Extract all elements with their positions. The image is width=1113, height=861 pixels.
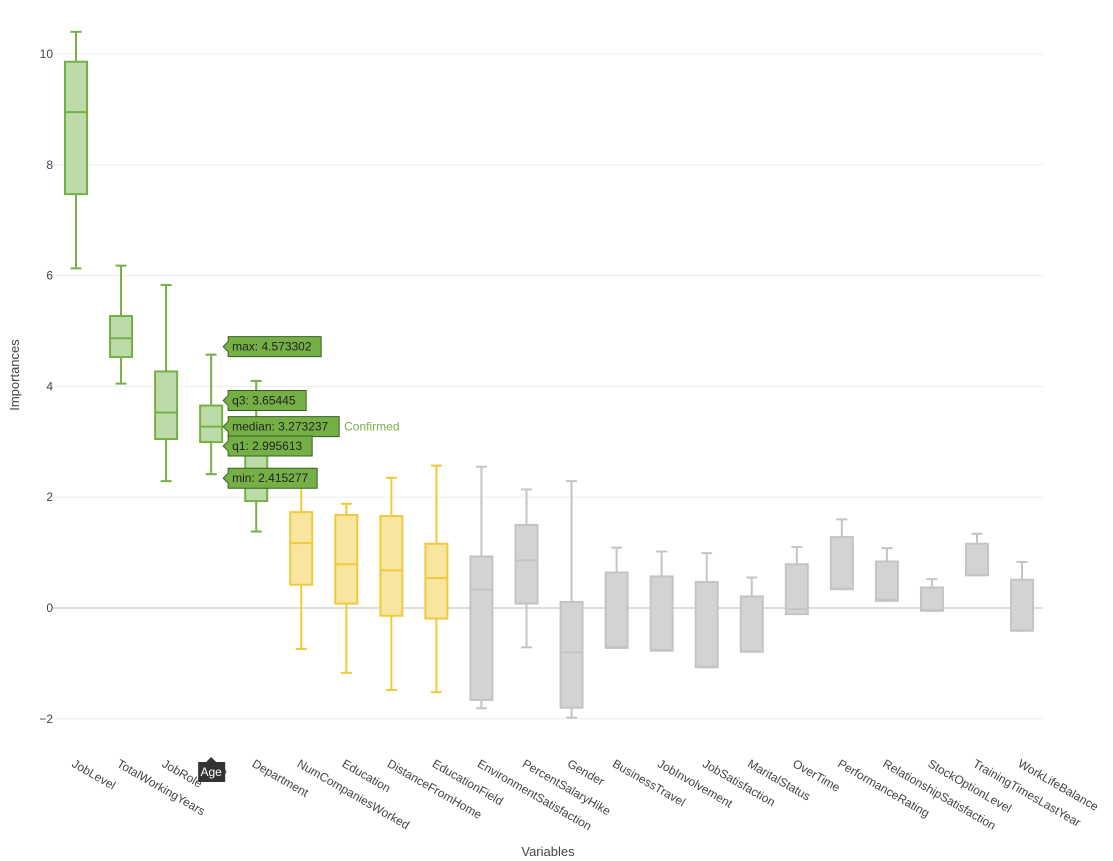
- iqr-box: [469, 555, 494, 701]
- y-axis: −2 0 2 4 6 8 10: [39, 47, 53, 726]
- hover-label-bg: [222, 336, 322, 358]
- iqr-box: [379, 515, 404, 617]
- y-tick-label: 4: [46, 379, 53, 393]
- hover-label-median: median: 3.273237 Confirmed: [222, 416, 400, 438]
- hover-category-bg: [198, 762, 226, 782]
- box-trainingtimeslastyear: [965, 532, 989, 577]
- box-educationfield: [424, 464, 449, 694]
- hover-label-text: min: 2.415277: [232, 471, 308, 485]
- box-education: [334, 502, 359, 674]
- iqr-box: [874, 560, 899, 602]
- box-relationshipsatisfaction: [874, 547, 899, 602]
- x-tick-label: JobInvolvement: [655, 756, 735, 810]
- hover-label-q1: q1: 2.995613: [222, 435, 313, 457]
- hover-label-text: max: 4.573302: [232, 340, 312, 354]
- grid-lines: [52, 53, 1043, 720]
- hover-label-text: q3: 3.65445: [232, 394, 296, 408]
- iqr-box: [965, 542, 989, 577]
- iqr-box: [514, 523, 539, 605]
- iqr-box: [649, 575, 674, 652]
- box-percentsalaryhike: [514, 488, 539, 649]
- iqr-box: [739, 595, 764, 653]
- y-tick-label: 10: [40, 47, 54, 61]
- x-tick-label: JobLevel: [70, 756, 119, 792]
- y-tick-label: 8: [46, 158, 53, 172]
- box-performancerating: [829, 518, 854, 591]
- y-tick-label: 6: [46, 269, 53, 283]
- box-stockoptionlevel: [919, 578, 944, 612]
- hover-label-bg: [222, 390, 307, 412]
- box-joblevel: [64, 30, 88, 270]
- box-worklifebalance: [1010, 561, 1035, 632]
- hover-label-bg: [222, 467, 318, 489]
- iqr-box: [424, 542, 449, 620]
- hover-group-label: Confirmed: [344, 420, 399, 434]
- iqr-box: [559, 600, 584, 709]
- iqr-box: [199, 404, 224, 444]
- box-maritalstatus: [739, 576, 764, 653]
- hover-label-min: min: 2.415277: [222, 467, 318, 489]
- box-distancefromhome: [379, 476, 404, 691]
- hover-category-pointer: [206, 757, 217, 762]
- box-jobrole: [154, 284, 179, 483]
- iqr-box: [154, 370, 179, 441]
- box-gender: [559, 480, 584, 719]
- box-overtime: [784, 546, 809, 616]
- iqr-box: [1010, 578, 1035, 632]
- hover-label-q3: q3: 3.65445: [222, 390, 307, 412]
- iqr-box: [829, 536, 854, 591]
- iqr-box: [64, 60, 88, 196]
- box-jobinvolvement: [649, 550, 674, 652]
- hover-label-bg: [222, 416, 340, 438]
- y-tick-label: 2: [46, 490, 53, 504]
- hover-category-tag: Age: [198, 757, 226, 782]
- hover-label-max: max: 4.573302: [222, 336, 322, 358]
- hover-tooltip: Age max: 4.573302 q3: 3.65445 median: 3.273…: [198, 336, 400, 782]
- iqr-box: [784, 563, 809, 616]
- y-tick-label: 0: [46, 601, 53, 615]
- box-series: [64, 30, 1035, 719]
- box-environmentsatisfaction: [469, 465, 494, 710]
- box-businesstravel: [604, 546, 629, 649]
- box-age: [199, 353, 224, 476]
- iqr-box: [694, 580, 719, 669]
- x-axis-title: Variables: [521, 844, 575, 859]
- iqr-box: [604, 571, 629, 649]
- box-totalworkingyears: [109, 264, 134, 385]
- box-jobsatisfaction: [694, 552, 719, 669]
- y-tick-label: −2: [39, 712, 53, 726]
- hover-label-text: median: 3.273237: [232, 420, 328, 434]
- hover-label-bg: [222, 435, 313, 457]
- hover-category-label: Age: [200, 765, 222, 779]
- iqr-box: [109, 315, 134, 359]
- iqr-box: [289, 511, 314, 586]
- iqr-box: [334, 513, 359, 605]
- hover-label-text: q1: 2.995613: [232, 439, 302, 453]
- box-numcompaniesworked: [289, 479, 314, 650]
- y-axis-title: Importances: [7, 339, 22, 411]
- iqr-box: [919, 586, 944, 612]
